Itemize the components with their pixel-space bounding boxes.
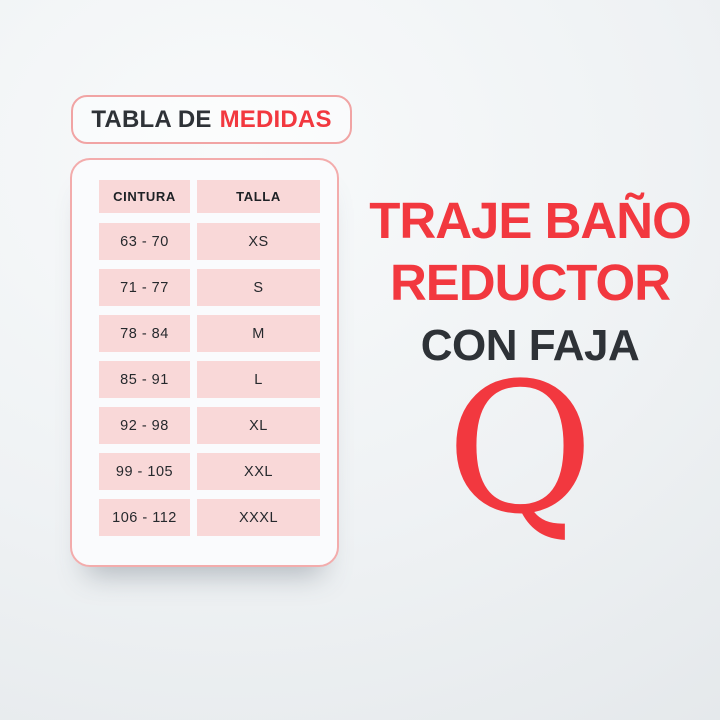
size-chart-card: CINTURA TALLA 63 - 70 XS 71 - 77 S 78 - … [70, 158, 339, 567]
talla-value: S [197, 269, 320, 306]
talla-value: L [197, 361, 320, 398]
column-header-cintura: CINTURA [99, 180, 190, 213]
table-row: 85 - 91 L [99, 361, 337, 398]
title-highlight: MEDIDAS [219, 105, 332, 133]
cintura-value: 99 - 105 [99, 453, 190, 490]
cintura-value: 85 - 91 [99, 361, 190, 398]
cintura-value: 106 - 112 [99, 499, 190, 536]
table-row: 99 - 105 XXL [99, 453, 337, 490]
table-header-row: CINTURA TALLA [99, 180, 337, 213]
table-row: 106 - 112 XXXL [99, 499, 337, 536]
table-row: 71 - 77 S [99, 269, 337, 306]
table-row: 92 - 98 XL [99, 407, 337, 444]
size-chart-title-box: TABLA DE MEDIDAS [71, 95, 352, 144]
talla-value: M [197, 315, 320, 352]
table-row: 78 - 84 M [99, 315, 337, 352]
talla-value: XS [197, 223, 320, 260]
headline-line-1: TRAJE BAÑO [369, 192, 692, 249]
talla-value: XXL [197, 453, 320, 490]
cintura-value: 63 - 70 [99, 223, 190, 260]
cintura-value: 71 - 77 [99, 269, 190, 306]
column-header-talla: TALLA [197, 180, 320, 213]
cintura-value: 78 - 84 [99, 315, 190, 352]
headline-line-2: REDUCTOR [389, 254, 671, 311]
title-prefix: TABLA DE [91, 105, 212, 133]
product-headline: TRAJE BAÑO REDUCTOR CON FAJA [352, 190, 708, 374]
talla-value: XXXL [197, 499, 320, 536]
talla-value: XL [197, 407, 320, 444]
headline-line-3: CON FAJA [420, 321, 640, 370]
cintura-value: 92 - 98 [99, 407, 190, 444]
table-row: 63 - 70 XS [99, 223, 337, 260]
brand-letter-q: Q [446, 345, 594, 554]
